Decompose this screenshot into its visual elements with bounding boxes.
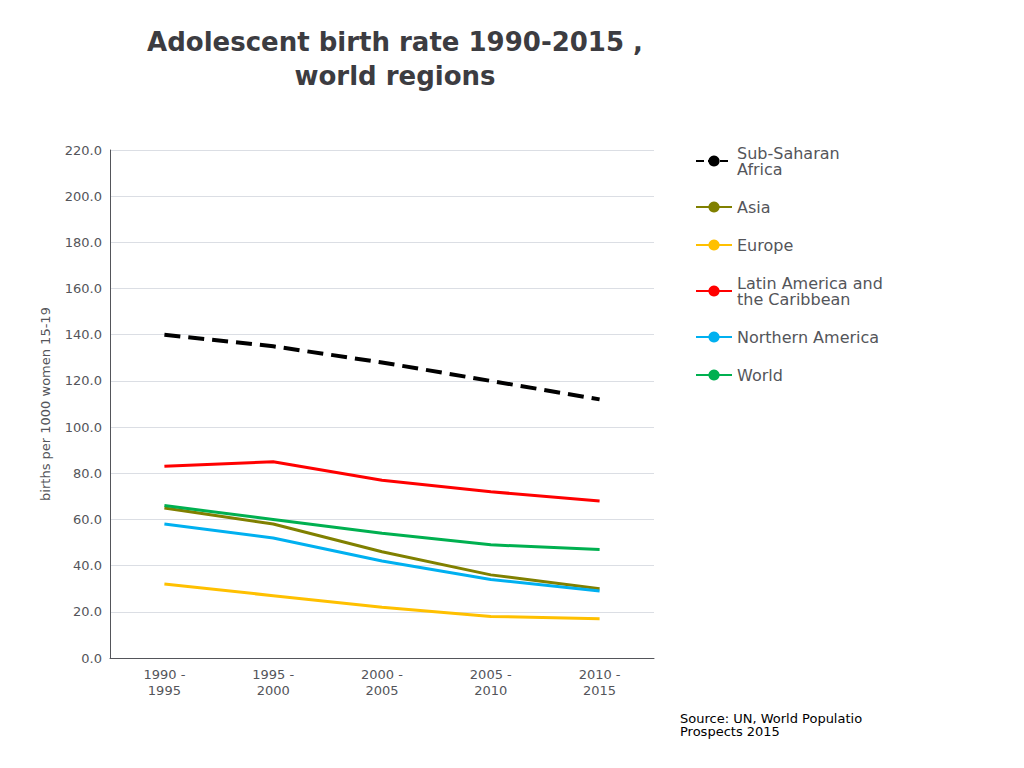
svg-text:2005 -: 2005 - (470, 667, 512, 682)
svg-text:2015: 2015 (583, 683, 616, 698)
svg-text:2005: 2005 (365, 683, 398, 698)
svg-text:Prospects 2015: Prospects 2015 (680, 724, 780, 739)
svg-text:Africa: Africa (737, 160, 783, 179)
svg-text:the Caribbean: the Caribbean (737, 290, 850, 309)
svg-text:World: World (737, 366, 783, 385)
svg-text:40.0: 40.0 (73, 558, 102, 573)
svg-text:2010: 2010 (474, 683, 507, 698)
svg-text:180.0: 180.0 (65, 235, 102, 250)
svg-text:Northern America: Northern America (737, 328, 879, 347)
svg-text:0.0: 0.0 (81, 651, 102, 666)
svg-text:Asia: Asia (737, 198, 771, 217)
svg-text:Source: UN, World Populatio: Source: UN, World Populatio (680, 711, 863, 726)
svg-text:80.0: 80.0 (73, 466, 102, 481)
svg-text:2000 -: 2000 - (361, 667, 403, 682)
svg-text:1995: 1995 (148, 683, 181, 698)
svg-text:160.0: 160.0 (65, 281, 102, 296)
svg-text:200.0: 200.0 (65, 189, 102, 204)
svg-text:60.0: 60.0 (73, 512, 102, 527)
svg-text:2010 -: 2010 - (579, 667, 621, 682)
svg-text:Adolescent birth rate 1990-201: Adolescent birth rate 1990-2015 , (147, 27, 643, 57)
svg-text:Europe: Europe (737, 236, 793, 255)
svg-text:100.0: 100.0 (65, 420, 102, 435)
svg-text:20.0: 20.0 (73, 604, 102, 619)
svg-text:births per 1000 women 15-19: births per 1000 women 15-19 (38, 307, 53, 501)
svg-text:world regions: world regions (294, 61, 495, 91)
svg-text:2000: 2000 (257, 683, 290, 698)
svg-text:120.0: 120.0 (65, 373, 102, 388)
svg-text:1990 -: 1990 - (143, 667, 185, 682)
svg-text:Latin America and: Latin America and (737, 273, 883, 293)
svg-text:140.0: 140.0 (65, 327, 102, 342)
svg-text:220.0: 220.0 (65, 143, 102, 158)
svg-text:1995 -: 1995 - (252, 667, 294, 682)
svg-text:Sub-Saharan: Sub-Saharan (737, 143, 840, 163)
